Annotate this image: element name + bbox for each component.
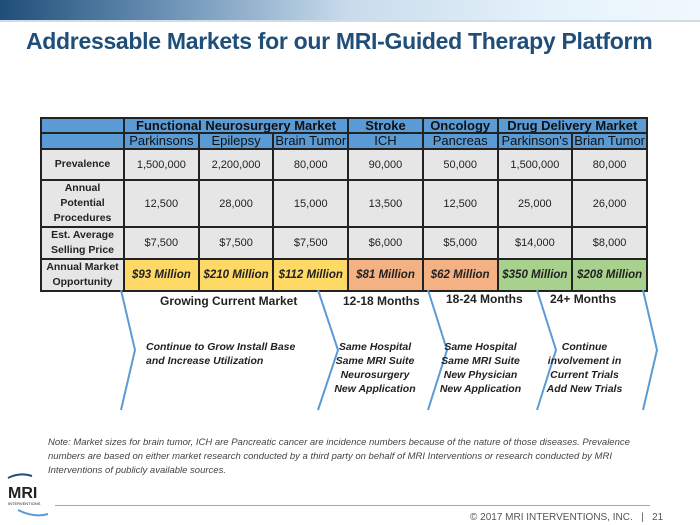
description-line: Same MRI Suite xyxy=(335,355,415,367)
description-line: New Application xyxy=(439,383,522,395)
timeline-stage-description: Same Hospital Same MRI Suite New Physician… xyxy=(433,340,528,396)
table-row: Annual Market Opportunity $93 Million $210… xyxy=(40,258,648,292)
table-cell: 12,500 xyxy=(421,179,499,228)
description-line: involvement in xyxy=(547,355,622,367)
table-cell: 80,000 xyxy=(272,148,350,181)
group-header: Stroke xyxy=(347,117,424,134)
row-label: Annual Potential Procedures xyxy=(40,179,125,228)
group-header: Functional Neurosurgery Market xyxy=(122,117,350,134)
company-logo: MRI INTERVENTIONS xyxy=(4,470,54,525)
chevron-5 xyxy=(642,289,659,411)
table-cell: $7,500 xyxy=(272,226,350,260)
header-bar xyxy=(0,0,700,22)
description-line: Same MRI Suite xyxy=(441,355,520,367)
footnote: Note: Market sizes for brain tumor, ICH … xyxy=(48,437,630,476)
table-cell: $8,000 xyxy=(571,226,648,260)
table-row: Annual Potential Procedures 12,500 28,000 1… xyxy=(40,179,648,228)
table-row: Prevalence 1,500,000 2,200,000 80,000 90,000… xyxy=(40,148,648,181)
description-line: and Increase Utilization xyxy=(146,355,264,367)
timeline-stage-description: Continue involvement in Current Trials Add … xyxy=(537,340,632,396)
table-cell: $62 Million xyxy=(421,258,499,292)
table-cell: 90,000 xyxy=(347,148,424,181)
table-cell: $81 Million xyxy=(347,258,424,292)
table-cell: 13,500 xyxy=(347,179,424,228)
separator: | xyxy=(641,512,644,523)
chevron-2 xyxy=(317,289,340,411)
description-line: New Physician xyxy=(443,369,518,381)
table-cell: 50,000 xyxy=(421,148,499,181)
timeline-stage-title: Growing Current Market xyxy=(160,294,298,308)
column-header: Epilepsy xyxy=(197,132,275,150)
description-line: Continue xyxy=(561,341,608,353)
group-header: Drug Delivery Market xyxy=(496,117,649,134)
table-cell: $7,500 xyxy=(197,226,275,260)
table-cell: 26,000 xyxy=(571,179,648,228)
column-header: Parkinsons xyxy=(123,132,200,150)
timeline-stage-description: Same Hospital Same MRI Suite Neurosurgery N… xyxy=(330,340,420,396)
corner-cell xyxy=(40,117,125,134)
table-cell: 28,000 xyxy=(197,179,275,228)
copyright: © 2017 MRI INTERVENTIONS, INC. xyxy=(470,512,633,523)
table-row: Est. Average Selling Price $7,500 $7,500 $7… xyxy=(40,226,648,260)
table-cell: 15,000 xyxy=(272,179,350,228)
page-number: 21 xyxy=(652,512,664,523)
description-line: Same Hospital xyxy=(338,341,412,353)
table-cell: 80,000 xyxy=(571,148,648,181)
table-cell: $208 Million xyxy=(571,258,648,292)
description-line: Add New Trials xyxy=(546,383,623,395)
column-header: Parkinson's xyxy=(496,132,574,150)
row-label: Est. Average Selling Price xyxy=(40,226,125,260)
table-cell: $7,500 xyxy=(123,226,200,260)
chevron-3 xyxy=(427,289,449,411)
svg-text:INTERVENTIONS: INTERVENTIONS xyxy=(8,501,41,506)
row-label: Annual Market Opportunity xyxy=(40,258,125,292)
table-cell: 1,500,000 xyxy=(496,148,574,181)
table-cell: $6,000 xyxy=(347,226,424,260)
table-cell: 2,200,000 xyxy=(197,148,275,181)
timeline-stage-title: 12-18 Months xyxy=(343,294,420,308)
column-header: ICH xyxy=(347,132,424,150)
description-line: Current Trials xyxy=(550,369,619,381)
table-cell: $14,000 xyxy=(496,226,574,260)
table-cell: 12,500 xyxy=(123,179,200,228)
chevron-1 xyxy=(120,289,137,411)
page-title: Addressable Markets for our MRI-Guided T… xyxy=(26,28,653,54)
corner-cell xyxy=(40,132,125,150)
description-line: Neurosurgery xyxy=(340,369,410,381)
description-line: Continue to Grow Install Base xyxy=(146,341,296,353)
table-cell: $350 Million xyxy=(496,258,574,292)
table-cell: 1,500,000 xyxy=(123,148,200,181)
svg-text:MRI: MRI xyxy=(8,485,37,502)
timeline-stage-title: 18-24 Months xyxy=(446,292,523,306)
footer-divider xyxy=(55,505,650,506)
table-cell: $112 Million xyxy=(272,258,350,292)
markets-table: Functional Neurosurgery Market Stroke On… xyxy=(40,117,649,292)
footer: © 2017 MRI INTERVENTIONS, INC. | 21 xyxy=(470,512,663,523)
column-header: Brian Tumor xyxy=(571,132,648,150)
column-header: Brain Tumor xyxy=(272,132,350,150)
table-cell: 25,000 xyxy=(496,179,574,228)
table-cell: $93 Million xyxy=(123,258,200,292)
table-cell: $5,000 xyxy=(421,226,499,260)
chevron-4 xyxy=(536,289,558,411)
description-line: Same Hospital xyxy=(444,341,517,353)
table-cell: $210 Million xyxy=(197,258,275,292)
column-header: Pancreas xyxy=(421,132,499,150)
row-label: Prevalence xyxy=(40,148,125,181)
group-header: Oncology xyxy=(421,117,499,134)
description-line: New Application xyxy=(334,383,416,395)
timeline-stage-title: 24+ Months xyxy=(550,292,617,306)
timeline-stage-description: Continue to Grow Install Base and Increas… xyxy=(146,340,316,368)
